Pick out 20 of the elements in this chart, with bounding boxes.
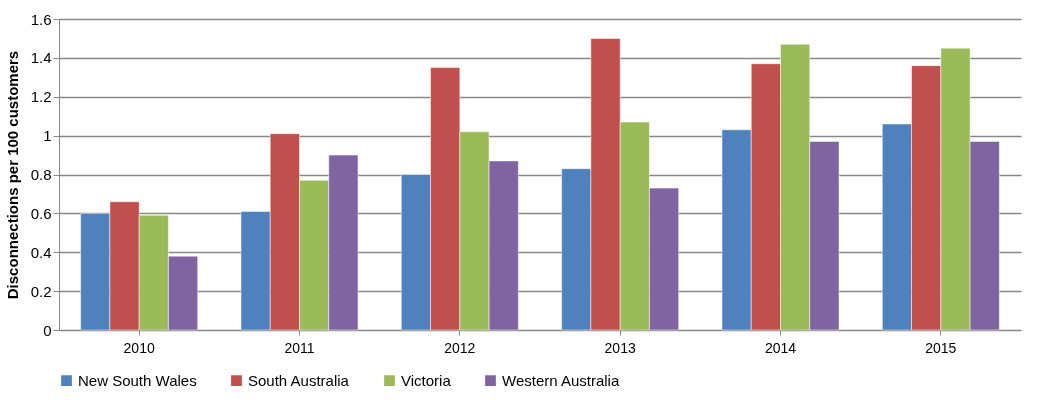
y-tick-label: 1.4 <box>30 49 52 67</box>
y-axis-title: Disconnections per 100 customers <box>3 50 21 300</box>
y-tick-label: 0 <box>43 321 52 339</box>
y-tick-label: 1.6 <box>30 10 52 28</box>
y-tick-label: 0.8 <box>30 166 52 183</box>
x-tick-label: 2011 <box>284 339 315 356</box>
x-tick-label: 2010 <box>123 339 155 356</box>
x-tick-label: 2014 <box>764 339 797 356</box>
y-tick-label: 1.2 <box>30 88 52 106</box>
y-tick-label: 0.2 <box>30 282 52 300</box>
legend-label: New South Wales <box>78 371 197 389</box>
x-tick-label: 2013 <box>604 339 636 356</box>
x-tick-label: 2012 <box>444 339 476 356</box>
y-tick-label: 0.4 <box>30 243 52 261</box>
legend-label: South Australia <box>248 371 350 389</box>
y-tick-label: 0.6 <box>30 204 52 222</box>
legend-label: Victoria <box>401 371 452 389</box>
legend-label: Western Australia <box>502 371 620 389</box>
x-tick-label: 2015 <box>925 339 957 356</box>
y-tick-label: 1 <box>43 127 52 145</box>
